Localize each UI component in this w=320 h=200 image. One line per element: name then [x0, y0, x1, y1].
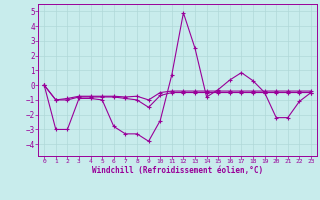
X-axis label: Windchill (Refroidissement éolien,°C): Windchill (Refroidissement éolien,°C)	[92, 166, 263, 175]
